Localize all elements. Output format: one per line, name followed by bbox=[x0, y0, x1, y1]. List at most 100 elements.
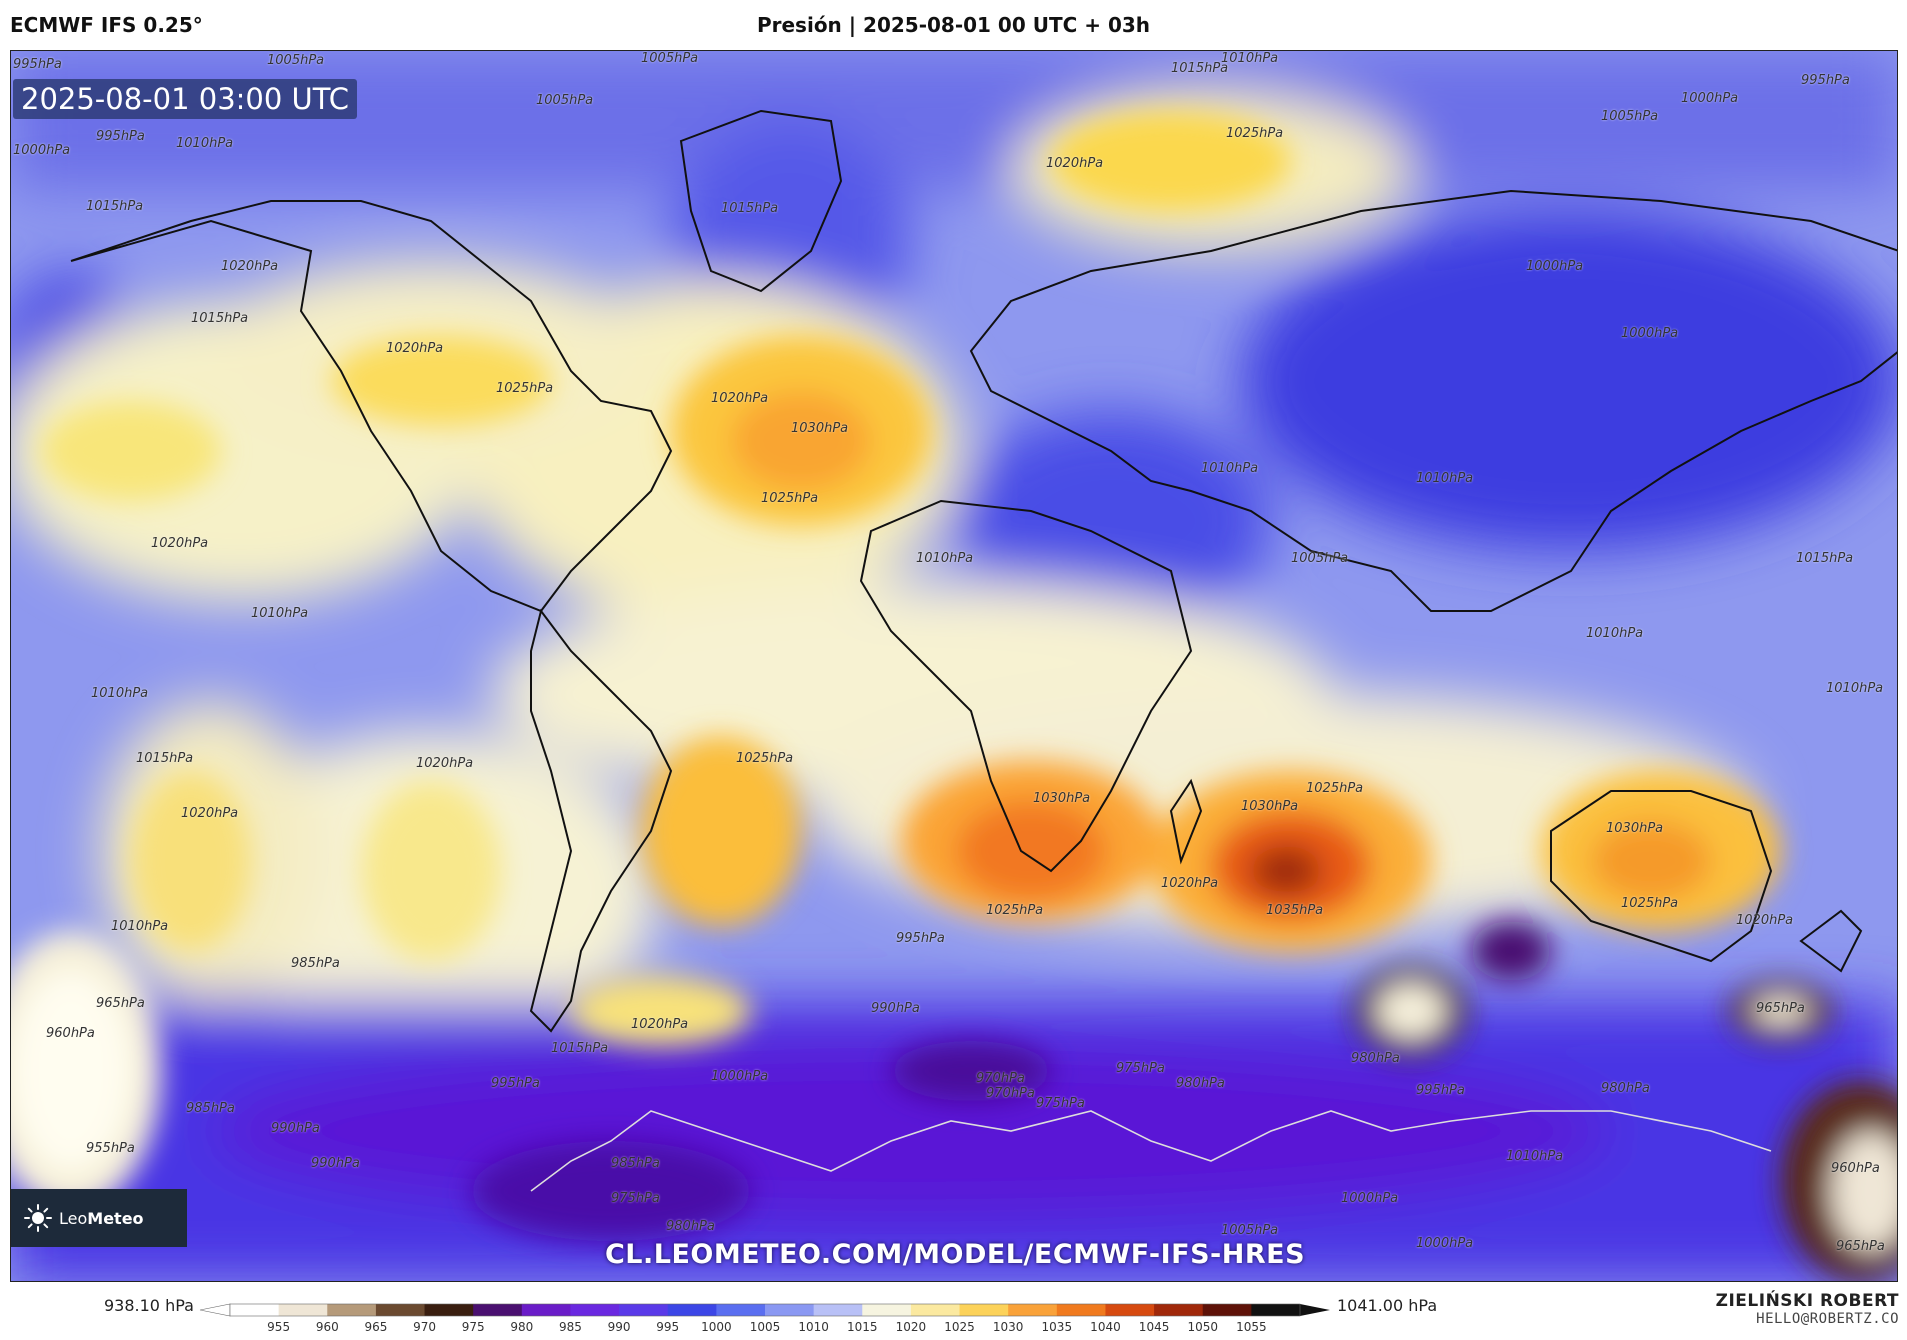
isobar-label: 1005hPa bbox=[1291, 551, 1349, 566]
colorbar-swatch bbox=[619, 1304, 669, 1316]
isobar-label: 990hPa bbox=[311, 1156, 360, 1171]
colorbar-frame bbox=[229, 1303, 1301, 1317]
isobar-label: 960hPa bbox=[1831, 1161, 1880, 1176]
isobar-label: 1010hPa bbox=[1201, 461, 1259, 476]
isobar-label: 1025hPa bbox=[1621, 896, 1679, 911]
credit: ZIELIŃSKI ROBERT HELLO@ROBERTZ.CO bbox=[1716, 1291, 1899, 1327]
isobar-label: 1010hPa bbox=[916, 551, 974, 566]
colorbar-swatch bbox=[375, 1304, 426, 1316]
isobar-label: 1025hPa bbox=[986, 903, 1044, 918]
colorbar-swatch bbox=[327, 1304, 377, 1316]
isobar-label: 965hPa bbox=[96, 996, 145, 1011]
colorbar-swatch bbox=[959, 1304, 1009, 1316]
colorbar-tick-label: 985 bbox=[559, 1320, 582, 1334]
isobar-label: 1000hPa bbox=[1341, 1191, 1399, 1206]
model-name: ECMWF IFS 0.25° bbox=[10, 13, 203, 37]
isobar-label: 975hPa bbox=[1116, 1061, 1165, 1076]
isobar-label: 1020hPa bbox=[386, 341, 444, 356]
colorbar-swatch bbox=[570, 1304, 620, 1316]
credit-email[interactable]: HELLO@ROBERTZ.CO bbox=[1756, 1311, 1899, 1327]
isobar-label: 1030hPa bbox=[791, 421, 849, 436]
isobar-label: 985hPa bbox=[186, 1101, 235, 1116]
colorbar-swatch bbox=[473, 1304, 523, 1316]
isobar-label: 975hPa bbox=[611, 1191, 660, 1206]
isobar-label: 1015hPa bbox=[191, 311, 249, 326]
isobar-label: 1025hPa bbox=[1306, 781, 1364, 796]
colorbar: 938.10 hPa 1041.00 hPa 955 960 965 970 975 98… bbox=[0, 1284, 1907, 1338]
isobar-label: 1005hPa bbox=[1221, 1223, 1279, 1238]
colorbar-tick-label: 965 bbox=[364, 1320, 388, 1334]
colorbar-min-arrow bbox=[199, 1303, 231, 1317]
colorbar-swatch bbox=[278, 1304, 328, 1316]
isobar-label: 995hPa bbox=[13, 57, 62, 72]
isobar-label: 1005hPa bbox=[1601, 109, 1659, 124]
isobar-label: 970hPa bbox=[976, 1071, 1025, 1086]
isobar-label: 1020hPa bbox=[181, 806, 239, 821]
colorbar-swatch bbox=[1251, 1304, 1301, 1316]
isobar-label: 1000hPa bbox=[1681, 91, 1739, 106]
colorbar-tick-label: 1045 bbox=[1138, 1320, 1170, 1334]
isobar-label: 995hPa bbox=[1801, 73, 1850, 88]
colorbar-swatch bbox=[230, 1304, 280, 1316]
colorbar-gradient bbox=[199, 1303, 1330, 1317]
isobar-label: 1020hPa bbox=[221, 259, 279, 274]
isobar-label: 1010hPa bbox=[91, 686, 149, 701]
isobar-label: 1010hPa bbox=[176, 136, 234, 151]
isobar-label: 1005hPa bbox=[641, 51, 699, 66]
pressure-map: 2025-08-01 03:00 UTC 995hPa 1005hPa 1005… bbox=[10, 50, 1898, 1282]
isobar-label: 985hPa bbox=[291, 956, 340, 971]
colorbar-tick-label: 960 bbox=[315, 1320, 339, 1334]
isobar-label: 1010hPa bbox=[1586, 626, 1644, 641]
colorbar-tick-label: 1020 bbox=[895, 1320, 927, 1334]
isobar-label: 1030hPa bbox=[1606, 821, 1664, 836]
isobar-label: 980hPa bbox=[1351, 1051, 1400, 1066]
isobar-label: 980hPa bbox=[1176, 1076, 1225, 1091]
isobar-label: 1030hPa bbox=[1033, 791, 1091, 806]
colorbar-swatch bbox=[910, 1304, 961, 1316]
isobar-label: 1000hPa bbox=[711, 1069, 769, 1084]
isobar-label: 1020hPa bbox=[416, 756, 474, 771]
colorbar-swatch bbox=[813, 1304, 863, 1316]
colorbar-swatch bbox=[521, 1304, 571, 1316]
source-url[interactable]: CL.LEOMETEO.COM/MODEL/ECMWF-IFS-HRES bbox=[604, 1239, 1306, 1270]
colorbar-swatch bbox=[1008, 1304, 1058, 1316]
pressure-field bbox=[11, 51, 1897, 1281]
leometeo-logo[interactable]: Leo Meteo bbox=[11, 1189, 187, 1247]
isobar-label: 1020hPa bbox=[151, 536, 209, 551]
isobar-label: 995hPa bbox=[1416, 1083, 1465, 1098]
colorbar-swatch bbox=[1154, 1304, 1204, 1316]
isobar-label: 1000hPa bbox=[1526, 259, 1584, 274]
isobar-label: 1010hPa bbox=[1506, 1149, 1564, 1164]
colorbar-tick-label: 990 bbox=[607, 1320, 631, 1334]
isobar-label: 1000hPa bbox=[13, 143, 71, 158]
colorbar-tick-label: 955 bbox=[267, 1320, 291, 1334]
antarctic-coast bbox=[530, 1110, 1772, 1192]
isobar-label: 980hPa bbox=[1601, 1081, 1650, 1096]
isobar-label: 965hPa bbox=[1756, 1001, 1805, 1016]
isobar-label: 1015hPa bbox=[86, 199, 144, 214]
isobar-label: 1020hPa bbox=[1161, 876, 1219, 891]
isobar-label: 995hPa bbox=[96, 129, 145, 144]
isobar-label: 1025hPa bbox=[761, 491, 819, 506]
isobar-label: 1000hPa bbox=[1416, 1236, 1474, 1251]
isobar-label: 1020hPa bbox=[1046, 156, 1104, 171]
isobar-label: 975hPa bbox=[1036, 1096, 1085, 1111]
colorbar-swatch bbox=[667, 1304, 717, 1316]
colorbar-tick-label: 1015 bbox=[846, 1320, 878, 1334]
isobar-label: 1025hPa bbox=[1226, 126, 1284, 141]
colorbar-swatch bbox=[716, 1304, 766, 1316]
colorbar-swatch bbox=[1056, 1304, 1106, 1316]
isobar-label: 1015hPa bbox=[721, 201, 779, 216]
colorbar-tick-label: 970 bbox=[413, 1320, 436, 1334]
colorbar-tick-label: 1055 bbox=[1236, 1320, 1267, 1334]
colorbar-swatch bbox=[1105, 1304, 1155, 1316]
colorbar-tick-label: 1010 bbox=[798, 1320, 829, 1334]
isobar-label: 1025hPa bbox=[736, 751, 794, 766]
isobar-label: 1025hPa bbox=[496, 381, 554, 396]
isobar-label: 960hPa bbox=[46, 1026, 95, 1041]
logo-name-bold: Meteo bbox=[87, 1208, 144, 1228]
isobar-label: 1015hPa bbox=[551, 1041, 609, 1056]
colorbar-tick-label: 1025 bbox=[944, 1320, 975, 1334]
isobar-label: 1020hPa bbox=[631, 1017, 689, 1032]
isobar-label: 1015hPa bbox=[1171, 61, 1229, 76]
